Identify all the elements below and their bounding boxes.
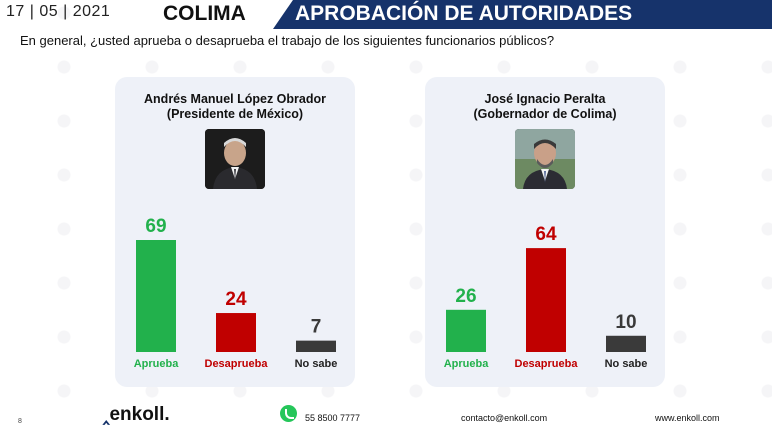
category-label: Desaprueba: [515, 358, 579, 370]
state-tab: [140, 0, 280, 30]
person-role: (Gobernador de Colima): [473, 107, 617, 121]
contact-phone: 55 8500 7777: [305, 413, 361, 423]
bar-chart-peralta: 26 Aprueba 64 Desaprueba 10 No sabe: [444, 224, 648, 370]
category-label: No sabe: [605, 358, 648, 370]
page-title: APROBACIÓN DE AUTORIDADES: [295, 2, 633, 25]
data-label: 69: [145, 216, 166, 237]
bar-chart-amlo: 69 Aprueba 24 Desaprueba 7 No sabe: [134, 216, 338, 370]
bar-desaprueba: [526, 248, 566, 352]
bar-aprueba: [136, 240, 176, 352]
data-label: 10: [615, 312, 636, 333]
bar-no-sabe: [606, 335, 646, 352]
state-name: COLIMA: [163, 2, 246, 25]
website-link[interactable]: www.enkoll.com: [655, 413, 720, 423]
person-photo: [205, 129, 265, 189]
person-role: (Presidente de México): [166, 107, 304, 121]
data-label: 26: [455, 286, 476, 307]
whatsapp-icon: [280, 405, 297, 422]
category-label: Aprueba: [444, 358, 490, 370]
bar-desaprueba: [216, 313, 256, 352]
data-label: 7: [311, 317, 322, 338]
person-name: José Ignacio Peralta: [484, 92, 606, 106]
bar-aprueba: [446, 309, 486, 352]
person-photo: [515, 129, 575, 189]
survey-question: En general, ¿usted aprueba o desaprueba …: [20, 33, 555, 48]
category-label: Desaprueba: [205, 358, 269, 370]
category-label: Aprueba: [134, 358, 180, 370]
person-name: Andrés Manuel López Obrador: [144, 92, 326, 106]
chart-panel-peralta: José Ignacio Peralta (Gobernador de Coli…: [425, 77, 665, 387]
data-label: 24: [225, 289, 247, 310]
bar-no-sabe: [296, 340, 336, 352]
header-bar: [273, 0, 772, 29]
page-number: 8: [18, 418, 22, 425]
enkoll-logo: ‸enkoll.: [103, 404, 170, 425]
report-date: 17 | 05 | 2021: [6, 3, 111, 20]
contact-email[interactable]: contacto@enkoll.com: [461, 413, 548, 423]
chart-panel-amlo: Andrés Manuel López Obrador (Presidente …: [115, 77, 355, 387]
data-label: 64: [535, 224, 557, 245]
category-label: No sabe: [295, 358, 338, 370]
